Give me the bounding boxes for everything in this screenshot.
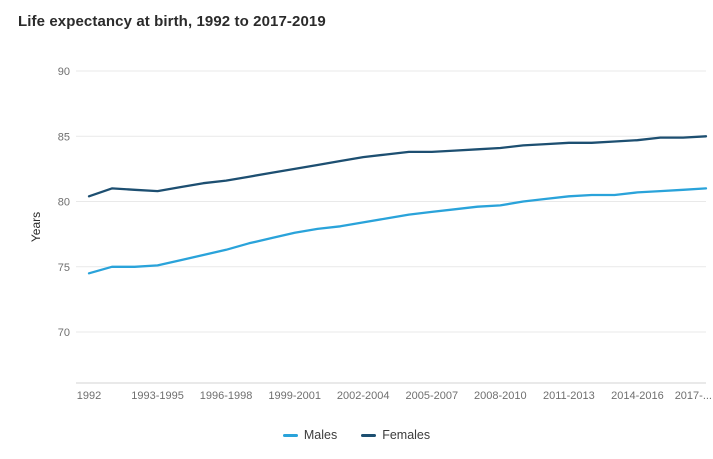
x-tick-label: 2008-2010 <box>474 390 527 402</box>
y-axis-title: Years <box>29 212 43 242</box>
series-lines <box>87 135 708 275</box>
x-tick-label: 2002-2004 <box>337 390 390 402</box>
y-axis-labels: 70 75 80 85 90 <box>58 66 70 339</box>
x-tick-label: 1996-1998 <box>200 390 253 402</box>
x-tick-label: 1993-1995 <box>131 390 184 402</box>
x-tick-label: 2005-2007 <box>405 390 458 402</box>
males-line-swatch <box>282 433 298 437</box>
y-tick-label: 90 <box>58 66 70 78</box>
x-tick-label: 2017-... <box>675 390 712 402</box>
y-tick-label: 80 <box>58 197 70 209</box>
y-tick-label: 85 <box>58 131 70 143</box>
x-tick-label: 2011-2013 <box>543 390 595 402</box>
legend-item-males[interactable]: Males <box>282 428 338 442</box>
chart-title: Life expectancy at birth, 1992 to 2017-2… <box>18 13 326 30</box>
x-tick-label: 1999-2001 <box>268 390 321 402</box>
males-line <box>87 187 708 275</box>
females-line-swatch <box>361 433 377 437</box>
legend: Males Females <box>0 428 713 442</box>
legend-label-females: Females <box>382 428 431 442</box>
x-axis-labels: 1992 1993-1995 1996-1998 1999-2001 2002-2004… <box>77 390 712 402</box>
y-tick-label: 75 <box>58 262 70 274</box>
legend-item-females[interactable]: Females <box>361 428 430 442</box>
gridlines <box>76 70 706 333</box>
x-tick-label: 2014-2016 <box>611 390 664 402</box>
y-tick-label: 70 <box>58 327 70 339</box>
legend-label-males: Males <box>303 428 338 442</box>
x-tick-label: 1992 <box>77 390 101 402</box>
females-line <box>87 135 708 198</box>
